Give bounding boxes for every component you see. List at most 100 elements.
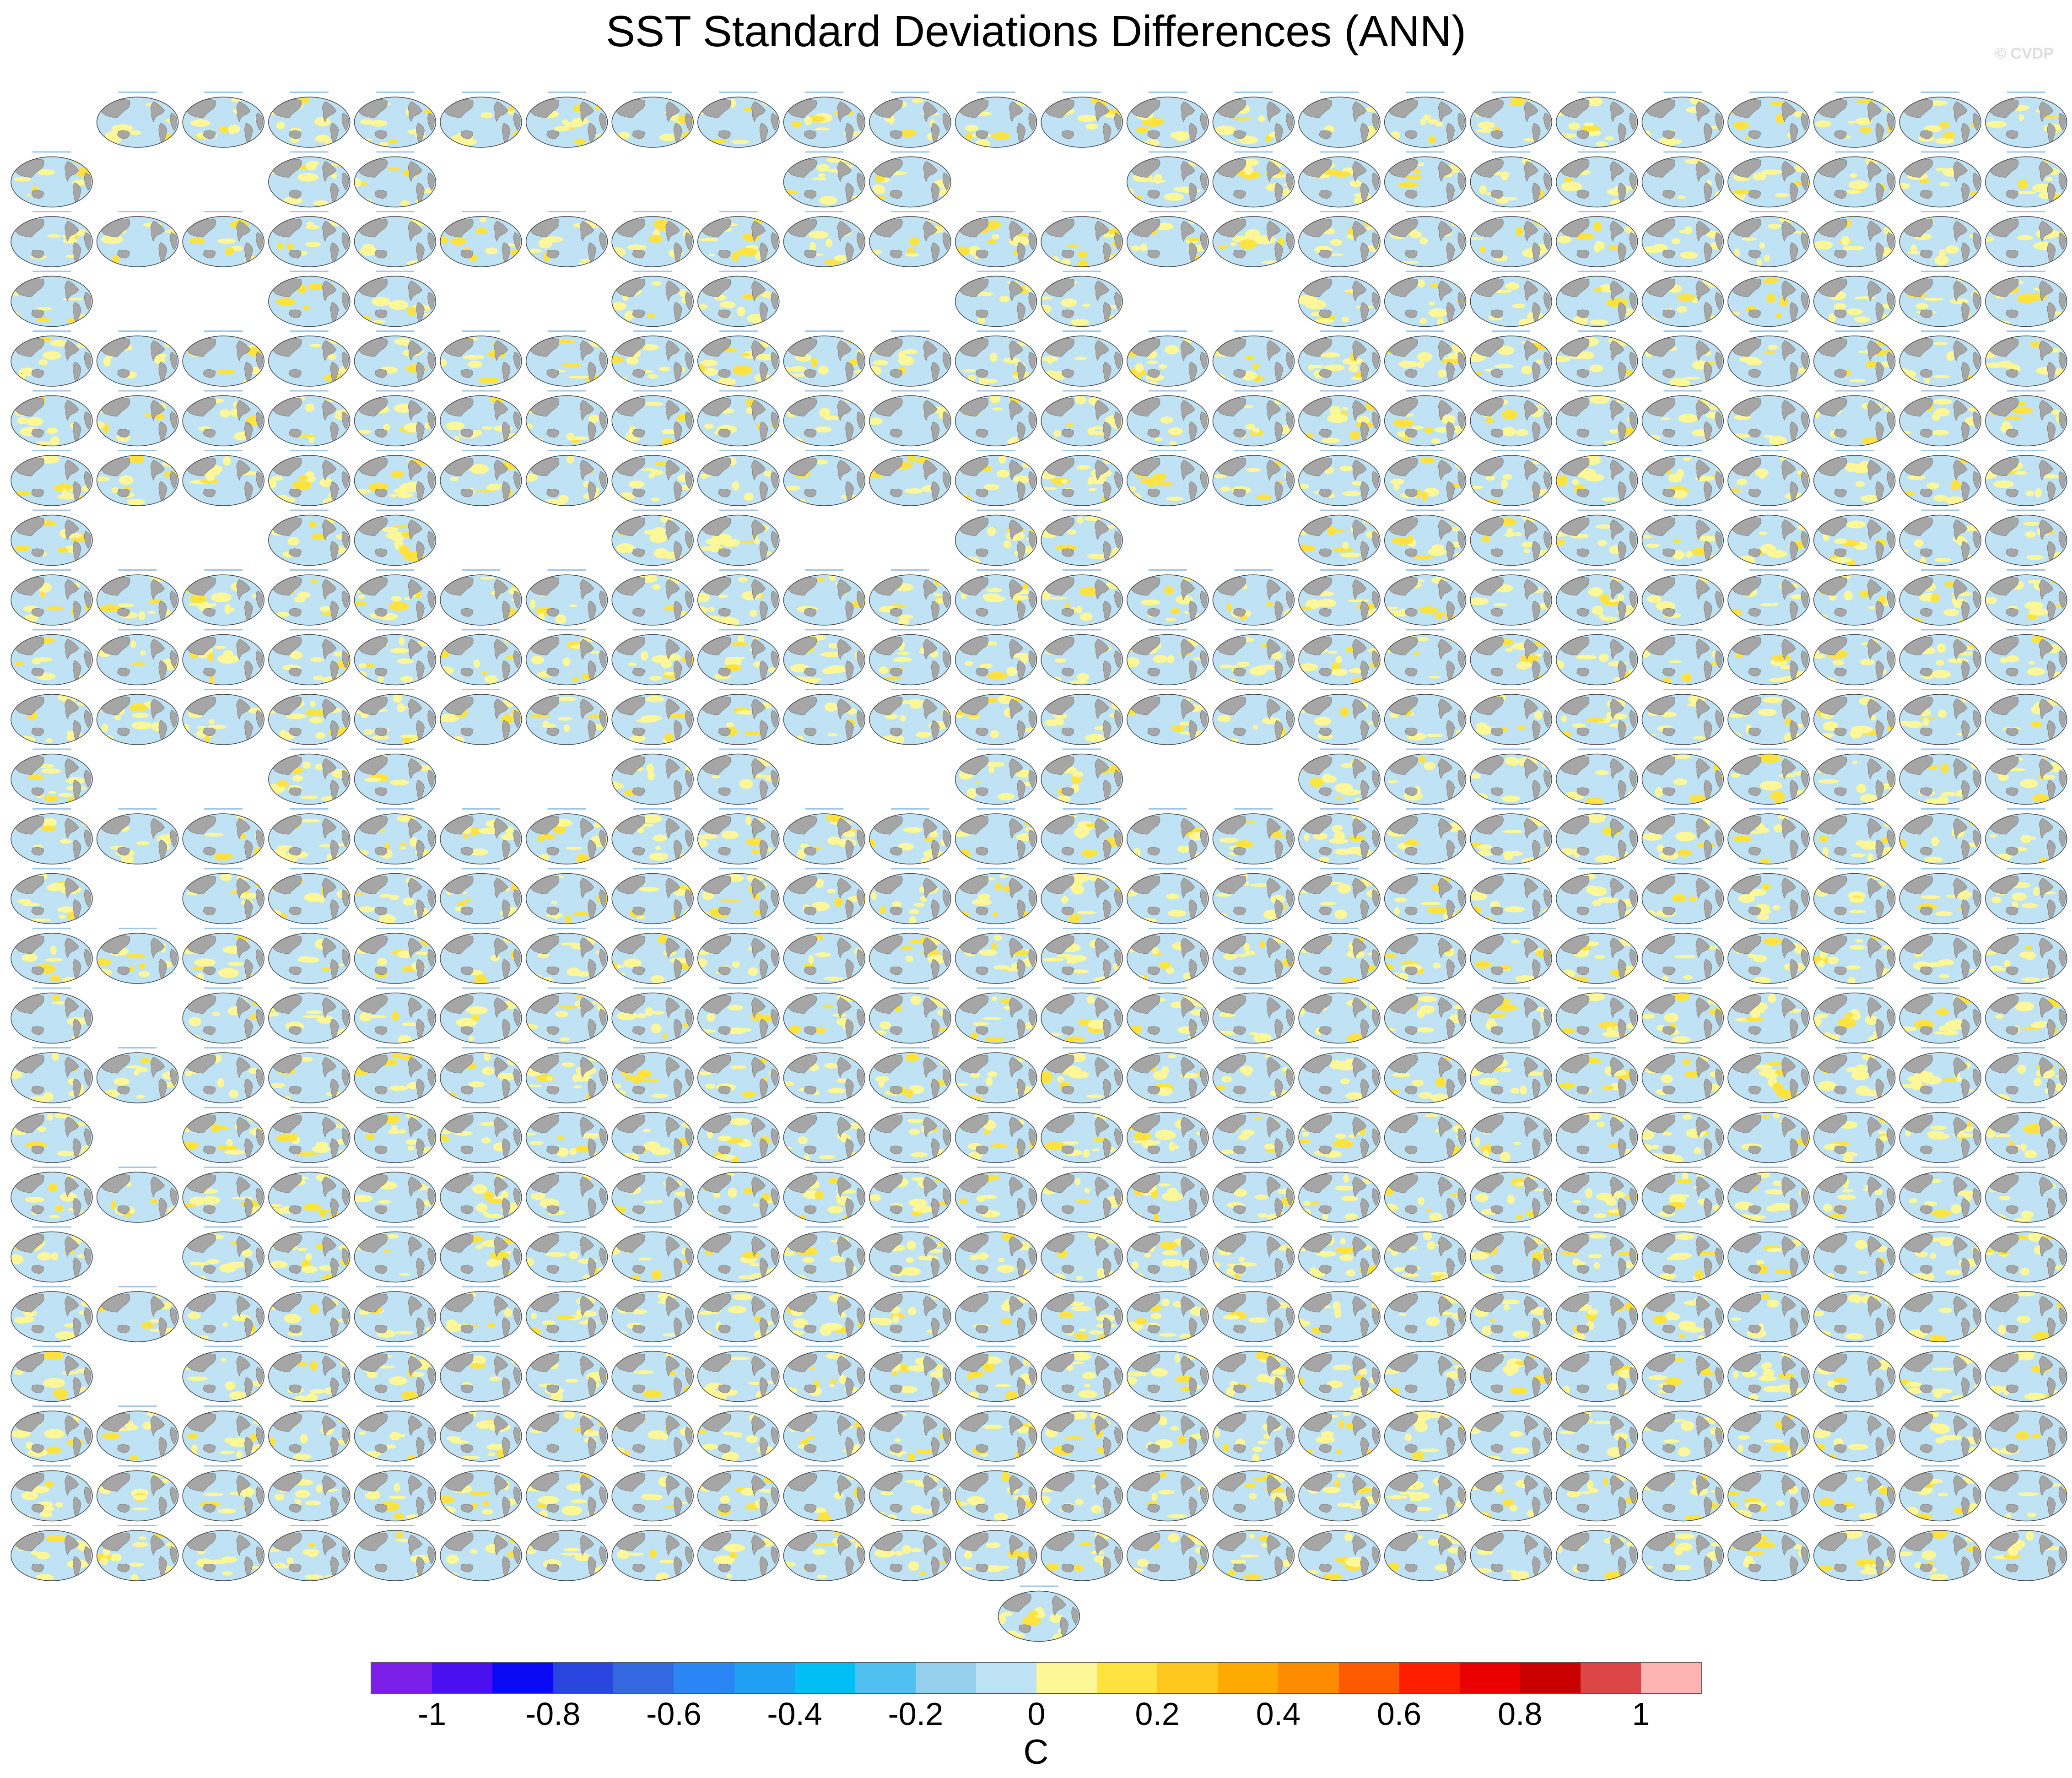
land-shape (1867, 221, 1882, 242)
map-panel (96, 92, 179, 148)
map-panel (697, 629, 780, 686)
map-panel (1212, 151, 1295, 208)
anomaly-patch (1349, 180, 1362, 187)
land-shape (1438, 101, 1453, 123)
anomaly-patch (1085, 123, 1098, 130)
panel-caption (1835, 629, 1874, 631)
anomaly-patch (2025, 531, 2036, 538)
panel-caption (1406, 330, 1445, 332)
anomaly-patch (716, 616, 736, 625)
panel-caption (891, 151, 929, 153)
panel-caption (1492, 509, 1531, 511)
land-shape (1200, 172, 1208, 191)
anomaly-patch (538, 835, 544, 842)
land-shape (1834, 250, 1847, 259)
anomaly-patch (130, 640, 136, 649)
map-panel (697, 211, 780, 267)
map-panel (268, 569, 351, 626)
anomaly-patch (354, 178, 362, 188)
land-shape (804, 190, 817, 199)
land-shape (2058, 232, 2066, 250)
map-panel (1985, 450, 2067, 506)
anomaly-patch (565, 846, 583, 850)
map-panel (1041, 330, 1123, 387)
map-panel (1813, 450, 1896, 506)
anomaly-patch (2032, 184, 2051, 193)
panel-caption (1835, 270, 1874, 272)
anomaly-patch (869, 417, 883, 425)
land-shape (1576, 190, 1589, 199)
anomaly-patch (1244, 356, 1255, 361)
anomaly-patch (1076, 673, 1090, 681)
land-shape (2058, 172, 2066, 191)
panel-caption (2007, 330, 2045, 332)
anomaly-patch (749, 610, 757, 617)
anomaly-patch (1245, 229, 1261, 239)
anomaly-patch (1581, 125, 1601, 131)
map-panel (1985, 151, 2067, 208)
anomaly-patch (987, 672, 1008, 680)
anomaly-patch (1733, 249, 1741, 257)
anomaly-patch (59, 793, 73, 797)
land-shape (1200, 113, 1208, 131)
anomaly-patch (1504, 757, 1519, 765)
anomaly-patch (1201, 136, 1207, 146)
anomaly-patch (1170, 131, 1190, 139)
anomaly-patch (1586, 718, 1605, 723)
anomaly-patch (356, 197, 367, 205)
map-panel (1813, 569, 1896, 626)
map-panel (1556, 390, 1638, 447)
anomaly-patch (1668, 473, 1683, 483)
anomaly-patch (1041, 356, 1058, 362)
panel-caption (1663, 748, 1702, 750)
anomaly-patch (1759, 531, 1767, 535)
panel-caption (376, 211, 415, 212)
map-panel (354, 390, 437, 447)
map-panel (182, 211, 264, 267)
panel-caption (1063, 211, 1101, 212)
map-panel (182, 808, 264, 865)
land-shape (1887, 172, 1894, 191)
anomaly-patch (1950, 480, 1961, 490)
panel-caption (1320, 330, 1359, 332)
anomaly-patch (183, 338, 193, 342)
panel-caption (1063, 748, 1101, 750)
map-panel (869, 689, 951, 745)
anomaly-patch (1914, 539, 1924, 547)
anomaly-patch (1517, 662, 1532, 668)
panel-caption (1835, 509, 1874, 511)
anomaly-patch (1153, 655, 1168, 664)
panel-caption (204, 330, 243, 332)
anomaly-patch (2020, 779, 2039, 788)
anomaly-patch (399, 846, 406, 850)
map-panel (1041, 270, 1123, 327)
panel-caption (290, 629, 329, 631)
map-panel (96, 569, 179, 626)
anomaly-patch (1416, 162, 1424, 167)
anomaly-patch (816, 164, 830, 172)
map-panel (1899, 748, 1981, 805)
map-panel (1298, 390, 1381, 447)
anomaly-patch (555, 614, 567, 624)
anomaly-patch (1944, 580, 1954, 587)
anomaly-patch (834, 254, 848, 261)
panel-caption (1063, 808, 1101, 810)
anomaly-patch (1910, 244, 1917, 254)
land-shape (1405, 250, 1418, 259)
map-border (1813, 156, 1896, 208)
anomaly-patch (1758, 708, 1777, 716)
anomaly-patch (1642, 315, 1657, 324)
map-panel (182, 629, 264, 686)
land-shape (1576, 250, 1589, 259)
land-shape (857, 172, 864, 191)
map-panel (1556, 509, 1638, 566)
anomaly-patch (818, 365, 829, 375)
panel-caption (1663, 629, 1702, 631)
anomaly-patch (1449, 634, 1466, 643)
map-panel (354, 330, 437, 387)
anomaly-patch (1844, 590, 1853, 601)
panel-caption (719, 689, 758, 690)
anomaly-patch (299, 819, 321, 823)
map-panel (11, 748, 93, 805)
anomaly-patch (738, 577, 748, 583)
